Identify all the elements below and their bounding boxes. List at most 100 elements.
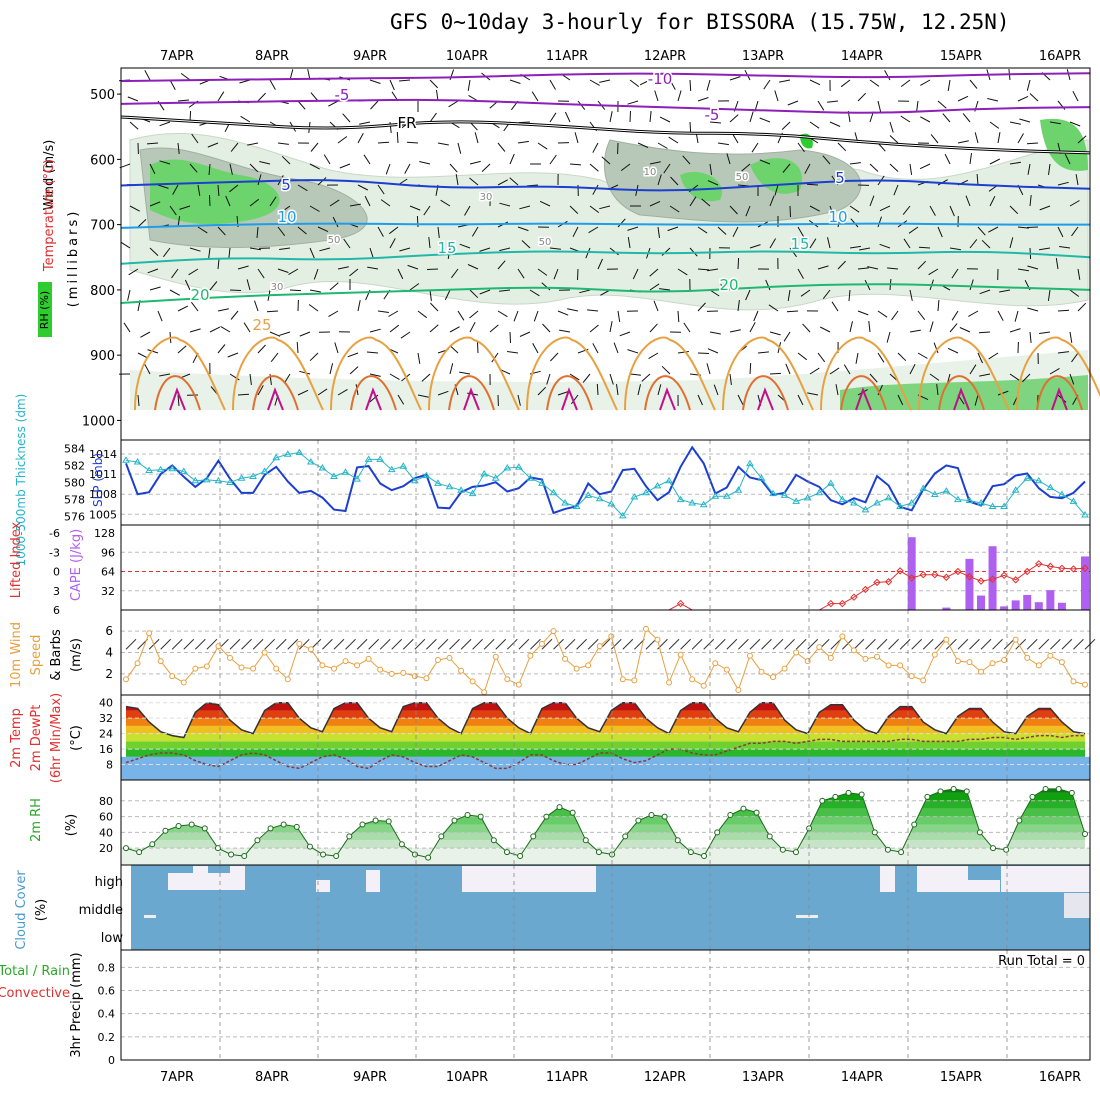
wind-barb xyxy=(609,111,613,123)
wind-barb xyxy=(169,79,176,90)
wind-barb xyxy=(497,310,508,318)
wind-speed-point xyxy=(954,658,961,665)
wind-barb xyxy=(177,394,180,407)
rh-point xyxy=(714,829,721,836)
surface-barb xyxy=(749,638,761,650)
wind-speed-label: Speed xyxy=(29,635,44,676)
li-point xyxy=(1058,564,1066,572)
rh-point xyxy=(674,837,681,844)
wind-barb xyxy=(886,331,891,343)
wind-barb xyxy=(869,373,878,383)
precip-rain-label: Total / Rain xyxy=(0,964,70,979)
wind-barb xyxy=(902,205,911,215)
wind-barb xyxy=(962,113,971,123)
wind-speed-point xyxy=(793,649,800,656)
wind-barb xyxy=(499,289,511,292)
wind-barb xyxy=(217,308,229,312)
wind-barb xyxy=(225,195,231,207)
wind-barb xyxy=(709,121,722,124)
wind-barb xyxy=(737,257,740,270)
rh-point xyxy=(911,821,918,828)
surface-barb xyxy=(610,638,622,650)
wind-barb xyxy=(444,289,451,301)
wind-barb xyxy=(783,331,791,342)
cape-bar xyxy=(907,537,916,610)
wind-barb xyxy=(513,310,519,322)
wind-barb xyxy=(509,79,521,84)
contour-label: 10 xyxy=(828,208,847,226)
temp-band xyxy=(126,741,1085,750)
temp-tick: 32 xyxy=(99,712,113,725)
rh-point xyxy=(556,804,563,811)
thickness-point xyxy=(1034,476,1043,484)
wind-barb xyxy=(569,205,579,214)
wind-barb xyxy=(455,174,459,186)
isotherm-line xyxy=(120,179,1091,192)
wind-speed-point xyxy=(192,665,199,672)
surface-barb xyxy=(668,638,680,650)
isotherm-line xyxy=(120,72,1091,83)
rh-point xyxy=(1055,785,1062,792)
rh-point xyxy=(924,793,931,800)
wind-barb xyxy=(822,289,831,300)
wind-barb xyxy=(240,115,251,123)
thickness-point xyxy=(1023,474,1032,481)
wind-barb xyxy=(266,310,279,313)
wind-barb xyxy=(337,136,348,144)
wind-barb xyxy=(579,289,591,294)
wind-barb xyxy=(977,226,986,236)
wind-barb xyxy=(809,367,820,375)
wind-barb xyxy=(769,195,775,207)
wind-barb xyxy=(437,142,449,146)
wind-barb xyxy=(1014,310,1019,322)
wind-barb xyxy=(745,205,751,217)
wind-barb xyxy=(697,97,709,102)
wind-barb xyxy=(689,79,692,92)
wind-barb xyxy=(677,268,688,276)
wind-barb xyxy=(149,163,156,175)
wind-barb xyxy=(974,132,979,144)
wind-barb xyxy=(257,344,266,354)
wind-barb xyxy=(929,373,940,381)
wind-barb xyxy=(884,70,891,81)
wind-barb xyxy=(369,247,374,259)
dewpoint-label: 2m DewPt xyxy=(29,705,44,772)
rh-point xyxy=(569,809,576,816)
thickness-point xyxy=(260,467,269,474)
temp-label: 2m Temp xyxy=(9,708,24,768)
li-point xyxy=(1069,565,1078,573)
thickness-point xyxy=(769,489,777,497)
thickness-point xyxy=(399,462,408,469)
slp-tick: 1011 xyxy=(89,468,117,481)
wind-barb xyxy=(968,310,979,317)
wind-barb xyxy=(180,73,191,81)
wind-barb xyxy=(837,142,847,152)
rh-point xyxy=(254,837,261,844)
wind-barb xyxy=(759,117,771,123)
wind-barb xyxy=(822,155,831,165)
thickness-point xyxy=(226,478,234,485)
li-point xyxy=(884,578,893,586)
wind-barb xyxy=(332,216,339,228)
wind-barb xyxy=(999,289,1011,293)
wind-barb xyxy=(310,92,319,102)
wind-speed-point xyxy=(388,670,395,677)
wind-barb xyxy=(567,308,579,312)
rh-point xyxy=(306,843,313,850)
wind-barb xyxy=(649,161,661,165)
upper-air-tick: 700 xyxy=(90,219,115,234)
warm-contour xyxy=(1051,387,1068,411)
wind-barb xyxy=(249,163,259,173)
wind-barb xyxy=(1017,95,1029,102)
rh-point xyxy=(622,833,629,840)
cloud-gap xyxy=(962,880,1000,892)
thickness-point xyxy=(202,475,211,483)
wind-barb xyxy=(909,329,921,333)
surface-barb xyxy=(922,638,934,650)
surface-barb xyxy=(714,638,726,650)
rh-point xyxy=(582,837,589,844)
wind-barb xyxy=(1029,195,1032,207)
wind-barb xyxy=(987,98,999,102)
thickness-point xyxy=(988,502,997,509)
